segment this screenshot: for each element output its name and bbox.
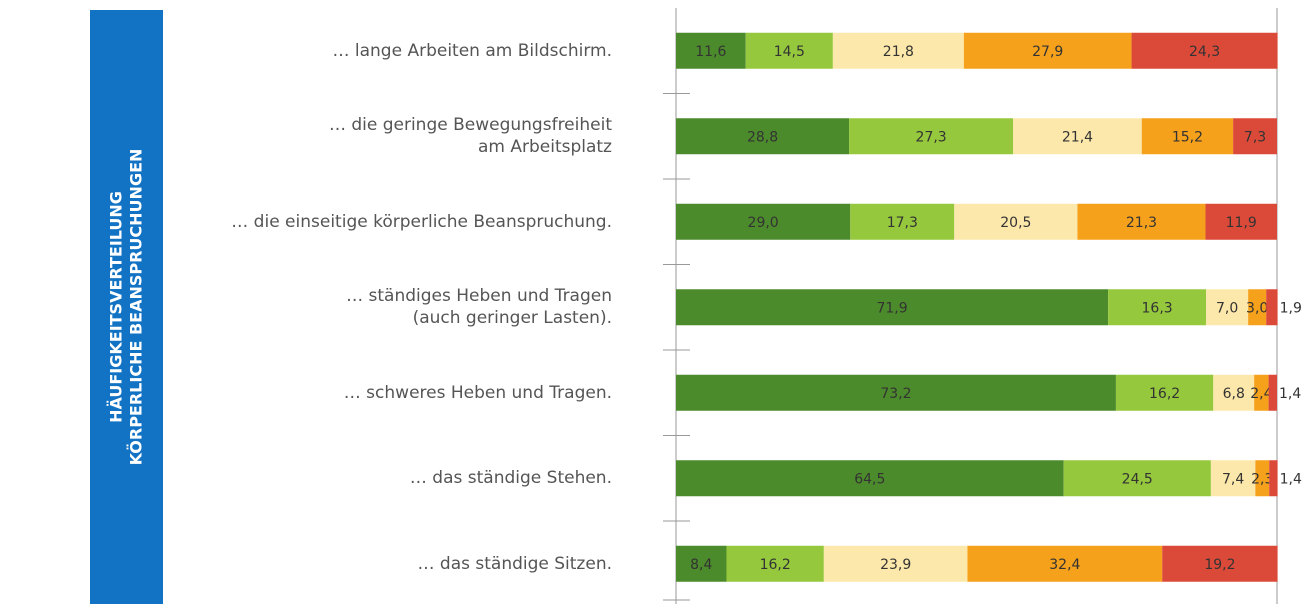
bar-segment <box>676 460 1064 497</box>
value-label: 16,2 <box>760 557 791 573</box>
bar-segment <box>1205 203 1277 240</box>
value-label: 1,4 <box>1279 386 1301 402</box>
value-label: 24,3 <box>1189 44 1220 60</box>
value-label: 7,3 <box>1244 129 1266 145</box>
value-label: 11,9 <box>1226 215 1257 231</box>
value-label: 6,8 <box>1223 386 1245 402</box>
value-label: 21,3 <box>1126 215 1157 231</box>
value-label: 23,9 <box>880 557 911 573</box>
bar-segment <box>745 32 833 69</box>
value-label: 71,9 <box>876 300 907 316</box>
bar-segment <box>676 32 746 69</box>
bar-segment <box>1162 545 1278 582</box>
bar-segment <box>676 374 1116 411</box>
bar-segment <box>1248 289 1267 326</box>
value-label: 32,4 <box>1049 557 1080 573</box>
bar-segment <box>967 545 1163 582</box>
value-label: 2,4 <box>1250 386 1272 402</box>
bar-segment <box>850 203 955 240</box>
category-label: … das ständige Sitzen. <box>417 553 613 574</box>
value-label: 7,4 <box>1222 471 1244 487</box>
value-label: 19,2 <box>1204 557 1235 573</box>
value-label: 27,3 <box>916 129 947 145</box>
bar-segment <box>823 545 968 582</box>
bar-segment <box>1063 460 1211 497</box>
bar-segment <box>963 32 1132 69</box>
value-label: 14,5 <box>774 44 805 60</box>
side-panel <box>90 10 163 604</box>
value-label: 29,0 <box>748 215 779 231</box>
value-label: 17,3 <box>887 215 918 231</box>
bar-segment <box>1233 118 1277 155</box>
bar-segment <box>849 118 1014 155</box>
bar-segment <box>1141 118 1234 155</box>
bar-segment <box>1254 374 1269 411</box>
value-label: 27,9 <box>1032 44 1063 60</box>
bar-segment <box>1131 32 1278 69</box>
value-label: 8,4 <box>690 557 712 573</box>
value-label: 11,6 <box>695 44 726 60</box>
bar-segment <box>1269 460 1278 497</box>
title: HÄUFIGKEITSVERTEILUNG <box>107 191 126 423</box>
bar-segment <box>954 203 1078 240</box>
bar-segment <box>1115 374 1214 411</box>
category-label: … das ständige Stehen. <box>409 468 612 489</box>
bar-segment <box>1013 118 1142 155</box>
value-label: 1,4 <box>1280 471 1302 487</box>
value-label: 20,5 <box>1000 215 1031 231</box>
bar-segment <box>1206 289 1249 326</box>
category-label: … die geringe Bewegungsfreiheit am Arbei… <box>328 115 612 158</box>
bar-segment <box>676 203 851 240</box>
bar-segment <box>1108 289 1207 326</box>
value-label: 3,0 <box>1246 300 1268 316</box>
category-label: … ständiges Heben und Tragen (auch gerin… <box>346 286 612 329</box>
bar-segment <box>1255 460 1270 497</box>
value-label: 24,5 <box>1122 471 1153 487</box>
value-label: 16,3 <box>1142 300 1173 316</box>
value-label: 21,8 <box>883 44 914 60</box>
subtitle: KÖRPERLICHE BEANSPRUCHUNGEN <box>127 149 146 466</box>
side-title: HÄUFIGKEITSVERTEILUNG KÖRPERLICHE BEANSP… <box>107 149 146 466</box>
bar-segment <box>726 545 824 582</box>
bar-segment <box>1213 374 1255 411</box>
bar-segment <box>676 118 850 155</box>
bar-segment <box>1210 460 1256 497</box>
category-label: … lange Arbeiten am Bildschirm. <box>332 40 612 61</box>
category-label: … schweres Heben und Tragen. <box>343 382 612 403</box>
bar-segment <box>1266 289 1278 326</box>
value-label: 7,0 <box>1216 300 1238 316</box>
bar-segment <box>1268 374 1277 411</box>
value-label: 15,2 <box>1172 129 1203 145</box>
value-label: 16,2 <box>1149 386 1180 402</box>
value-label: 1,9 <box>1280 300 1302 316</box>
value-label: 64,5 <box>854 471 885 487</box>
bar-segment <box>676 545 727 582</box>
value-label: 2,3 <box>1251 471 1273 487</box>
value-label: 73,2 <box>880 386 911 402</box>
value-label: 21,4 <box>1062 129 1093 145</box>
bar-segment <box>832 32 964 69</box>
value-label: 28,8 <box>747 129 778 145</box>
bar-segment <box>676 289 1109 326</box>
category-label: … die einseitige körperliche Beanspruchu… <box>231 211 612 232</box>
bar-segment <box>1077 203 1206 240</box>
